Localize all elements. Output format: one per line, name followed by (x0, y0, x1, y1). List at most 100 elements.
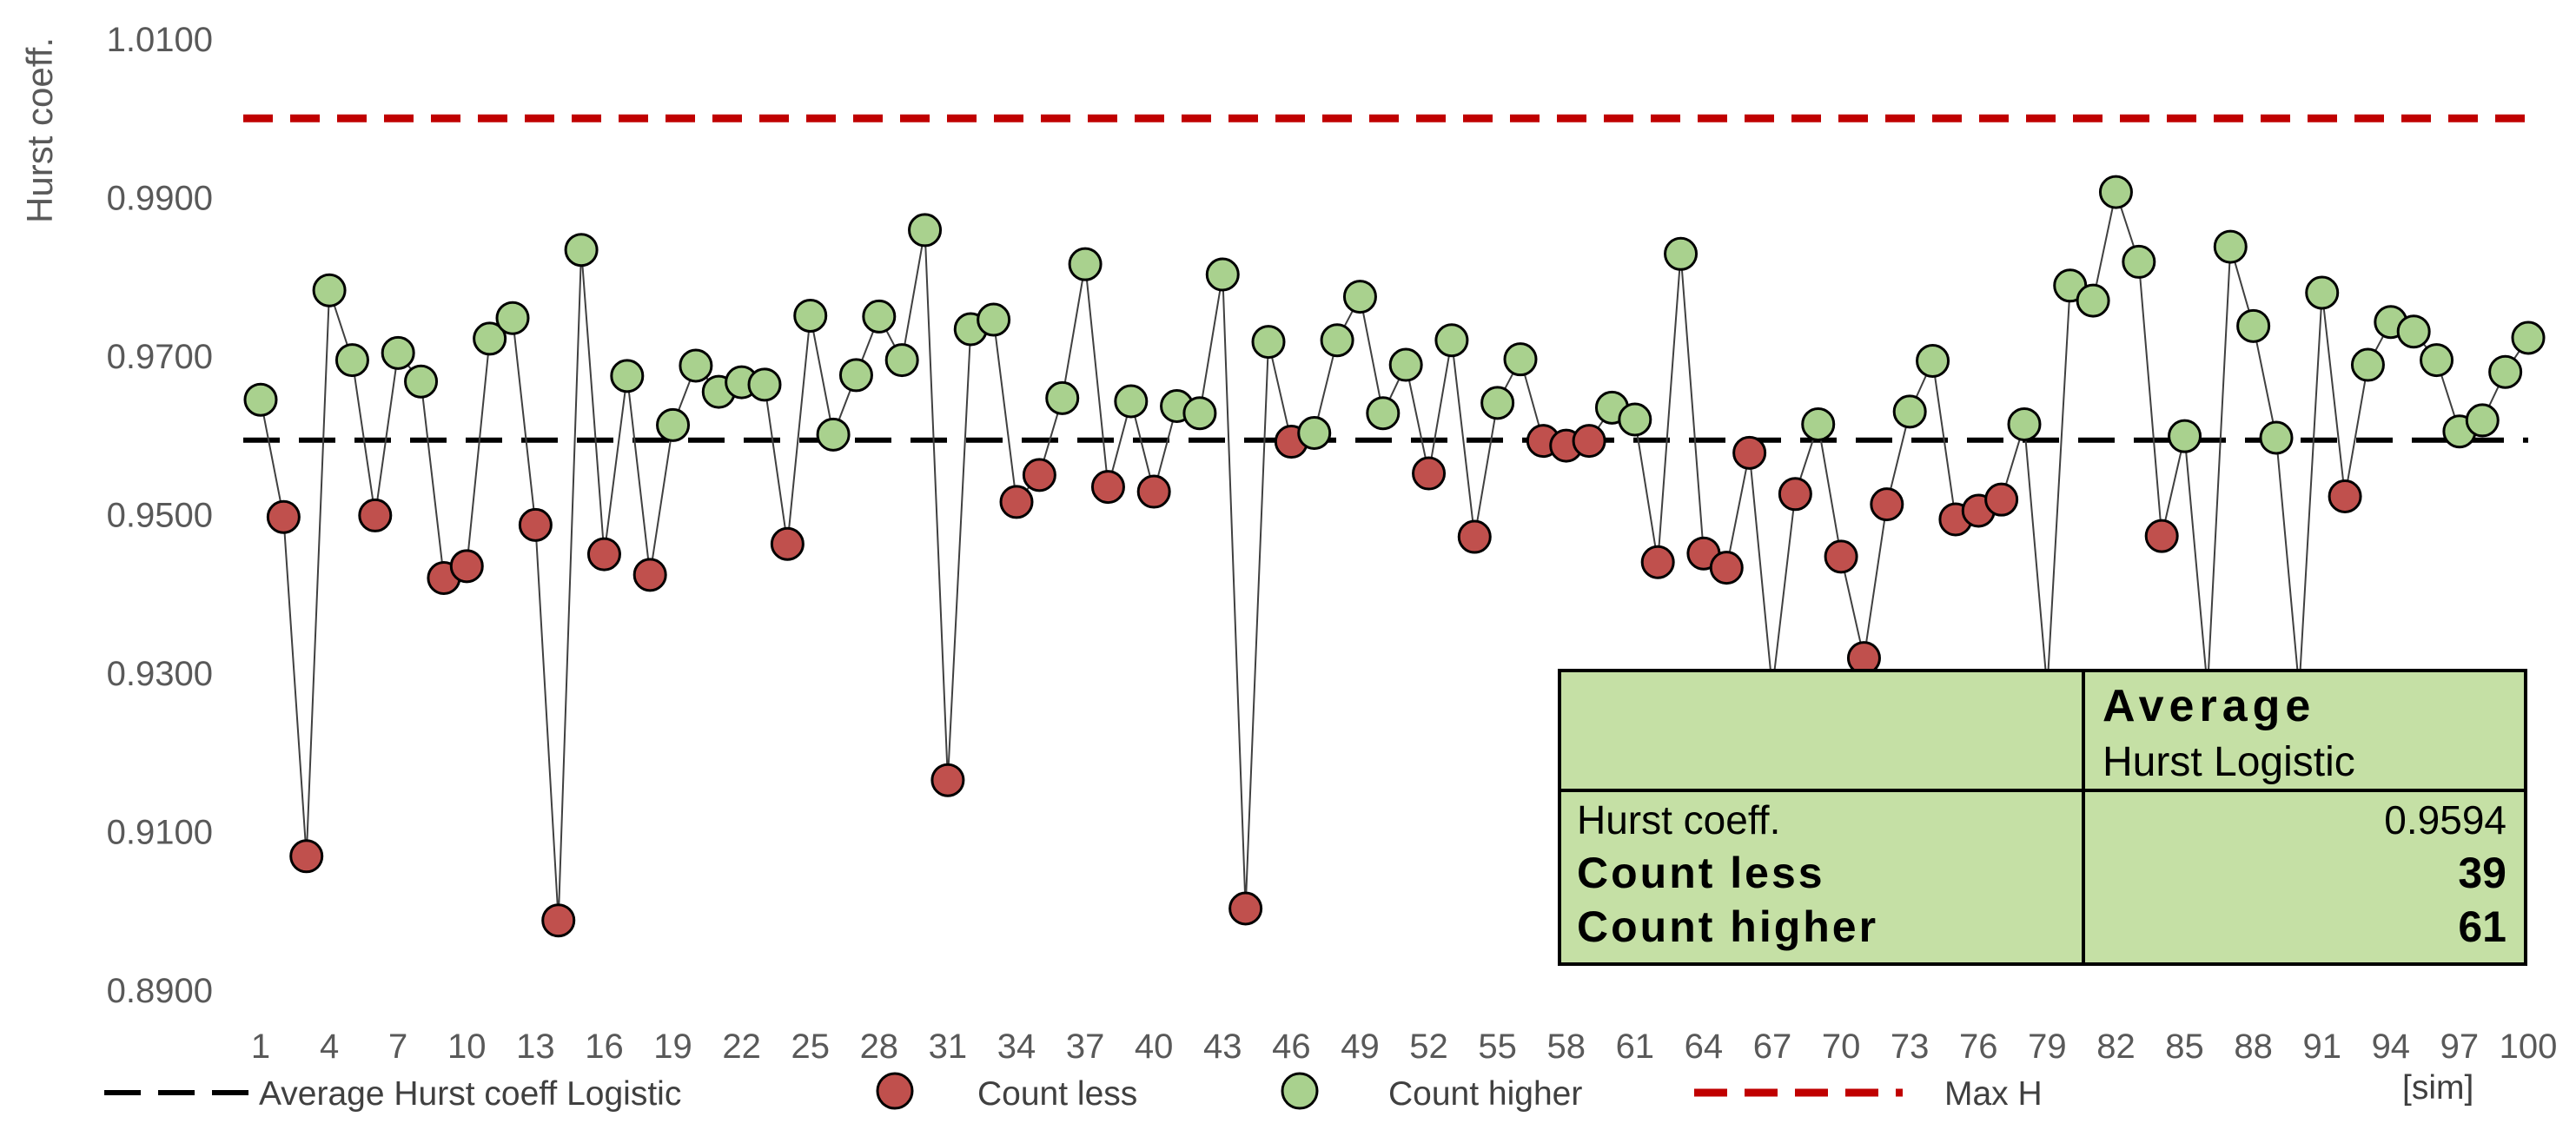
x-tick-label: 52 (1409, 1028, 1448, 1066)
x-tick-label: 19 (653, 1028, 692, 1066)
legend-higher-label: Count higher (1388, 1075, 1582, 1113)
point-higher (1045, 380, 1080, 415)
point-higher (1320, 323, 1354, 358)
y-tick-label: 0.9100 (107, 814, 213, 852)
point-higher (2236, 308, 2271, 343)
x-tick-label: 7 (388, 1028, 407, 1066)
point-higher (1182, 396, 1217, 431)
x-tick-label: 70 (1822, 1028, 1861, 1066)
x-tick-label: 4 (320, 1028, 339, 1066)
point-less (1870, 487, 1904, 522)
point-higher (2396, 314, 2431, 349)
point-higher (1503, 342, 1538, 377)
point-higher (2305, 275, 2340, 310)
point-higher (816, 417, 851, 452)
table-row-less-value: 39 (2458, 849, 2506, 897)
legend-less-marker (876, 1072, 914, 1110)
x-tick-label: 61 (1616, 1028, 1655, 1066)
x-tick-label: 58 (1546, 1028, 1586, 1066)
point-higher (2420, 343, 2454, 378)
point-higher (2098, 175, 2133, 209)
point-less (1228, 891, 1263, 926)
x-tick-label: 1 (251, 1028, 270, 1066)
point-higher (1114, 384, 1149, 419)
y-axis-label: Hurst coeff. (19, 37, 60, 223)
point-higher (977, 302, 1011, 337)
point-less (1732, 435, 1767, 470)
point-higher (1068, 247, 1103, 281)
x-tick-label: 25 (791, 1028, 830, 1066)
legend-max-label: Max H (1944, 1075, 2043, 1113)
x-tick-label: 10 (447, 1028, 487, 1066)
legend-higher-marker (1281, 1072, 1319, 1110)
point-higher (2122, 244, 2156, 279)
point-less (1022, 458, 1056, 492)
x-tick-label: 97 (2440, 1028, 2480, 1066)
point-higher (679, 348, 713, 383)
point-higher (884, 343, 919, 378)
point-less (1709, 551, 1744, 585)
point-higher (495, 301, 530, 335)
y-tick-labels: 0.8900 0.9100 0.9300 0.9500 0.9700 0.9900 1.01… (107, 21, 213, 1010)
point-less (2328, 479, 2362, 514)
point-higher (1388, 347, 1423, 382)
x-tick-label: 76 (1959, 1028, 1998, 1066)
x-tick-label: 55 (1478, 1028, 1517, 1066)
x-tick-label: 22 (722, 1028, 761, 1066)
table-header-line2: Hurst Logistic (2103, 739, 2355, 785)
x-tick-label: 49 (1341, 1028, 1380, 1066)
y-tick-label: 0.9700 (107, 338, 213, 376)
point-less (1412, 456, 1447, 491)
point-higher (1205, 257, 1240, 292)
x-tick-labels: 1 4 7 10 13 16 19 22 25 28 31 34 37 40 43 46 49 52 55 58 61 6… (251, 1028, 2558, 1066)
point-less (632, 558, 667, 592)
x-tick-label: 43 (1203, 1028, 1242, 1066)
point-less (541, 903, 576, 938)
x-tick-label: 73 (1891, 1028, 1930, 1066)
point-higher (243, 382, 278, 417)
x-tick-label: 16 (585, 1028, 624, 1066)
point-higher (1251, 325, 1286, 360)
point-higher (2213, 229, 2248, 264)
table-row-higher-label: Count higher (1577, 902, 1878, 951)
point-higher (838, 358, 873, 393)
point-less (518, 507, 553, 542)
point-higher (1297, 416, 1332, 451)
point-higher (656, 407, 691, 442)
x-tick-label: 34 (997, 1028, 1036, 1066)
x-tick-label: 94 (2372, 1028, 2411, 1066)
point-less (1640, 545, 1675, 579)
point-higher (2076, 283, 2110, 318)
point-less (289, 839, 324, 874)
point-less (1090, 470, 1125, 505)
x-tick-label: 82 (2096, 1028, 2136, 1066)
point-higher (2168, 419, 2202, 453)
x-tick-label: 64 (1685, 1028, 1724, 1066)
y-tick-label: 0.9300 (107, 655, 213, 693)
y-tick-label: 0.9500 (107, 497, 213, 535)
point-higher (908, 213, 943, 248)
point-less (999, 485, 1034, 519)
x-tick-label: 85 (2165, 1028, 2204, 1066)
point-higher (2511, 320, 2546, 355)
table-header-line1: Average (2103, 681, 2315, 731)
data-points (243, 175, 2546, 938)
point-less (1778, 477, 1812, 512)
point-higher (564, 233, 599, 268)
series-line (260, 188, 2529, 921)
legend-average-label: Average Hurst coeff Logistic (259, 1075, 681, 1113)
point-higher (312, 273, 347, 307)
point-higher (1618, 402, 1652, 437)
point-less (358, 498, 393, 532)
x-tick-label: 37 (1066, 1028, 1105, 1066)
point-higher (334, 343, 369, 378)
point-less (586, 537, 621, 572)
point-higher (1801, 406, 1836, 441)
point-less (1572, 424, 1606, 459)
x-axis-label: [sim] (2402, 1069, 2473, 1107)
point-higher (2259, 420, 2294, 455)
point-higher (1366, 396, 1401, 431)
point-higher (473, 321, 507, 356)
point-less (1984, 482, 2019, 517)
